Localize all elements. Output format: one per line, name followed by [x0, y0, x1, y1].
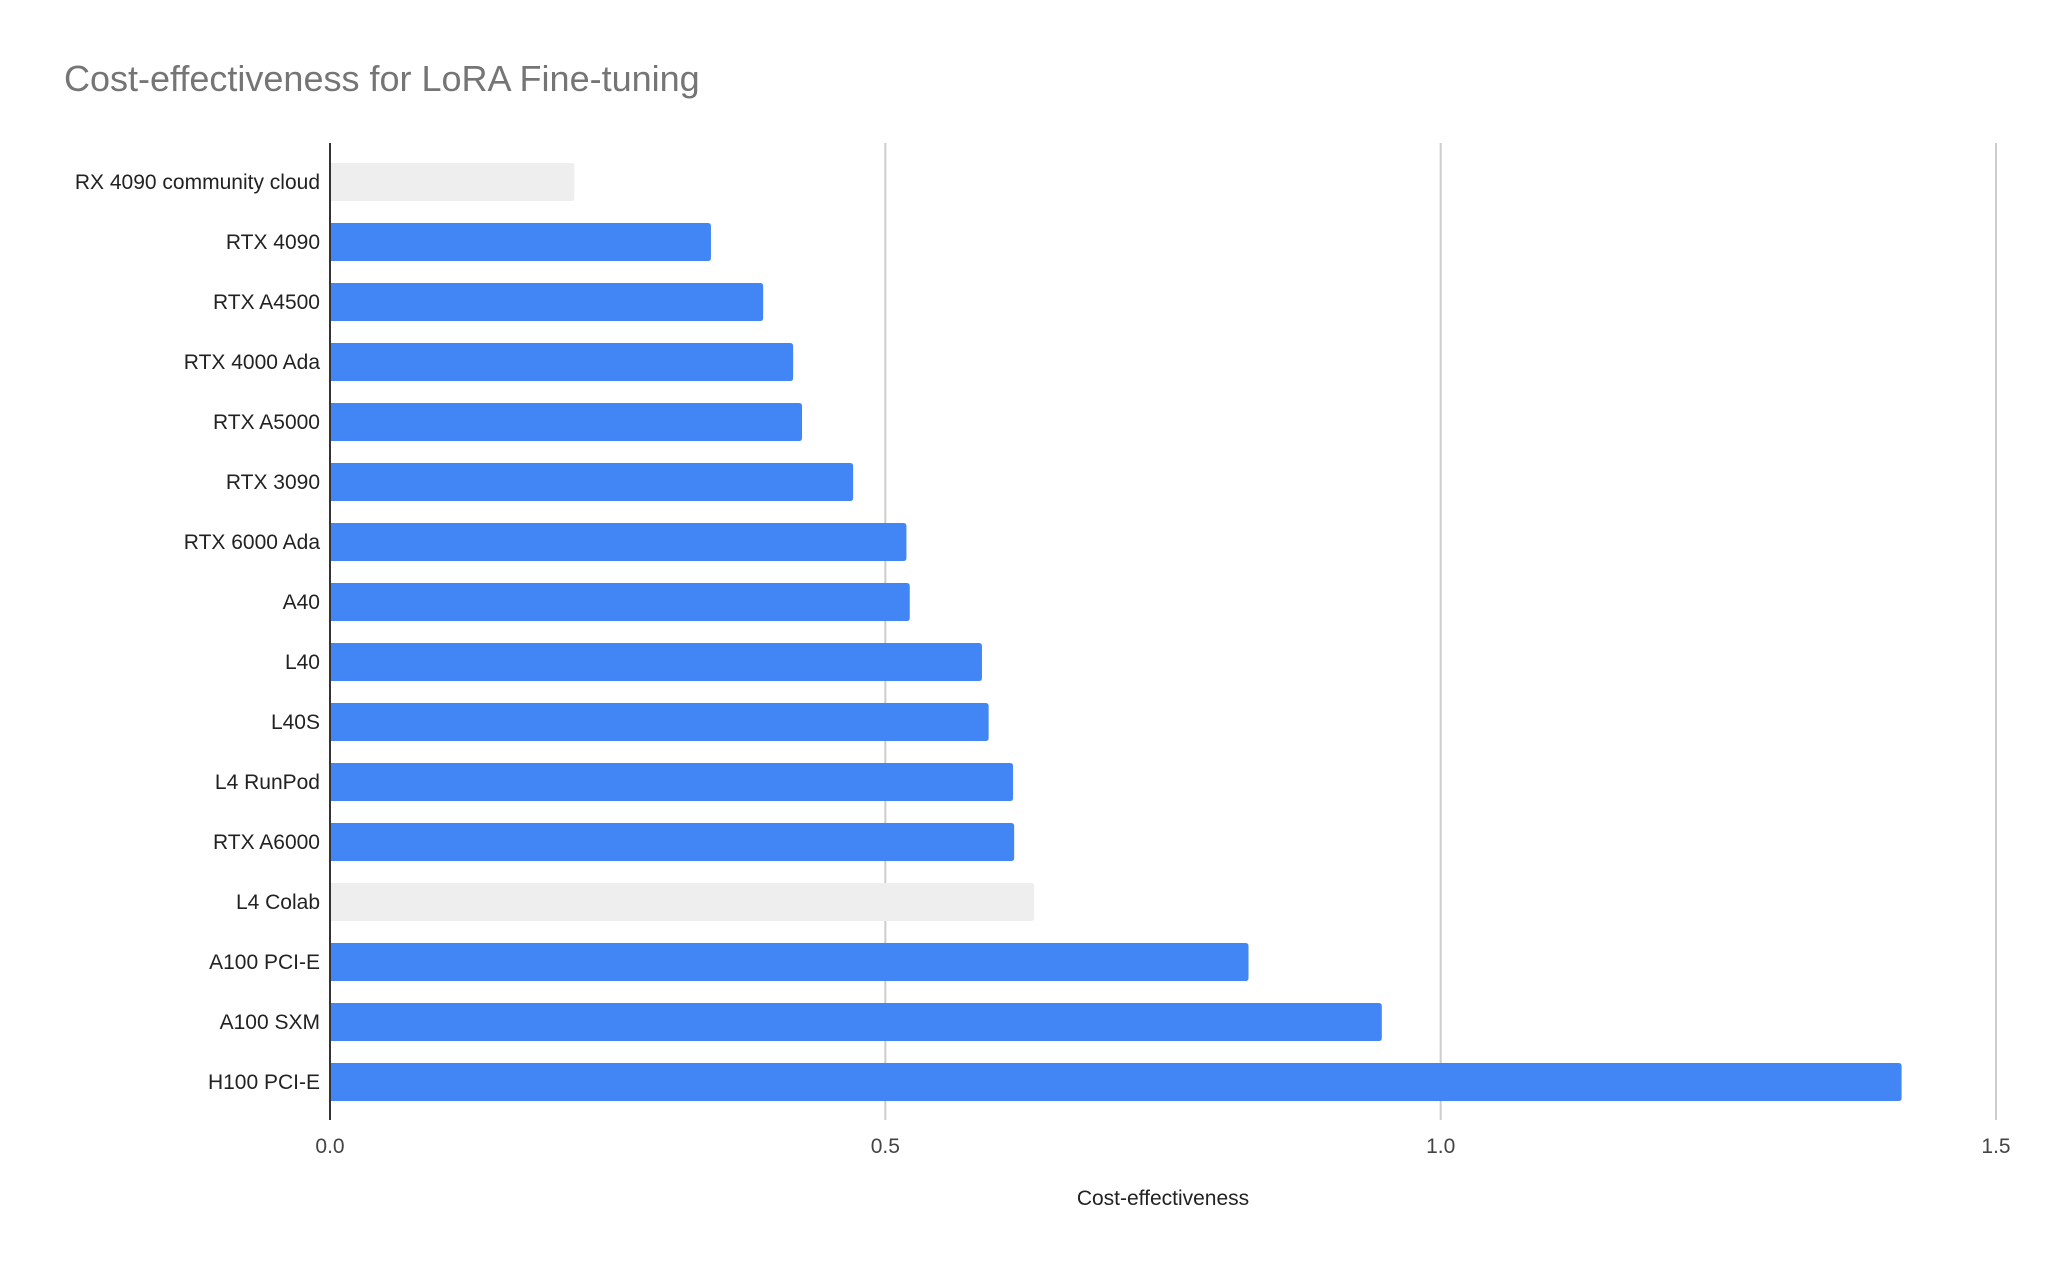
bar: [330, 403, 803, 441]
bar: [330, 883, 1035, 921]
bar: [330, 703, 989, 741]
bar: [330, 1003, 1382, 1041]
x-tick-label: 0.0: [315, 1135, 344, 1158]
category-label: L40S: [271, 711, 320, 734]
bar: [330, 163, 575, 201]
x-axis-title: Cost-effectiveness: [1077, 1187, 1249, 1210]
bar: [330, 763, 1014, 801]
category-label: RTX A6000: [213, 831, 320, 854]
x-tick-label: 1.5: [1981, 1135, 2010, 1158]
x-tick-label: 0.5: [871, 1135, 900, 1158]
bar: [330, 223, 711, 261]
bar: [330, 523, 907, 561]
bar: [330, 943, 1249, 981]
category-label: RTX 4090: [226, 231, 320, 254]
bar: [330, 643, 982, 681]
category-labels: RX 4090 community cloud RTX 4090 RTX A4500…: [75, 171, 320, 1094]
category-label: A100 SXM: [220, 1011, 320, 1034]
tick-labels: 0.0 0.5 1.0 1.5: [315, 1135, 2010, 1158]
bar: [330, 583, 910, 621]
x-tick-label: 1.0: [1426, 1135, 1455, 1158]
category-label: RTX A4500: [213, 291, 320, 314]
bars: [330, 163, 1902, 1101]
bar: [330, 1063, 1902, 1101]
category-label: RTX A5000: [213, 411, 320, 434]
category-label: H100 PCI-E: [208, 1071, 320, 1094]
chart-title: Cost-effectiveness for LoRA Fine-tuning: [64, 58, 700, 99]
bar: [330, 343, 794, 381]
category-label: RX 4090 community cloud: [75, 171, 320, 194]
category-label: RTX 6000 Ada: [184, 531, 321, 554]
category-label: L4 Colab: [236, 891, 320, 914]
category-label: L40: [285, 651, 320, 674]
category-label: L4 RunPod: [215, 771, 320, 794]
category-label: A100 PCI-E: [209, 951, 320, 974]
bar: [330, 283, 764, 321]
bar: [330, 823, 1015, 861]
category-label: RTX 3090: [226, 471, 320, 494]
bar: [330, 463, 854, 501]
category-label: RTX 4000 Ada: [184, 351, 321, 374]
category-label: A40: [283, 591, 320, 614]
